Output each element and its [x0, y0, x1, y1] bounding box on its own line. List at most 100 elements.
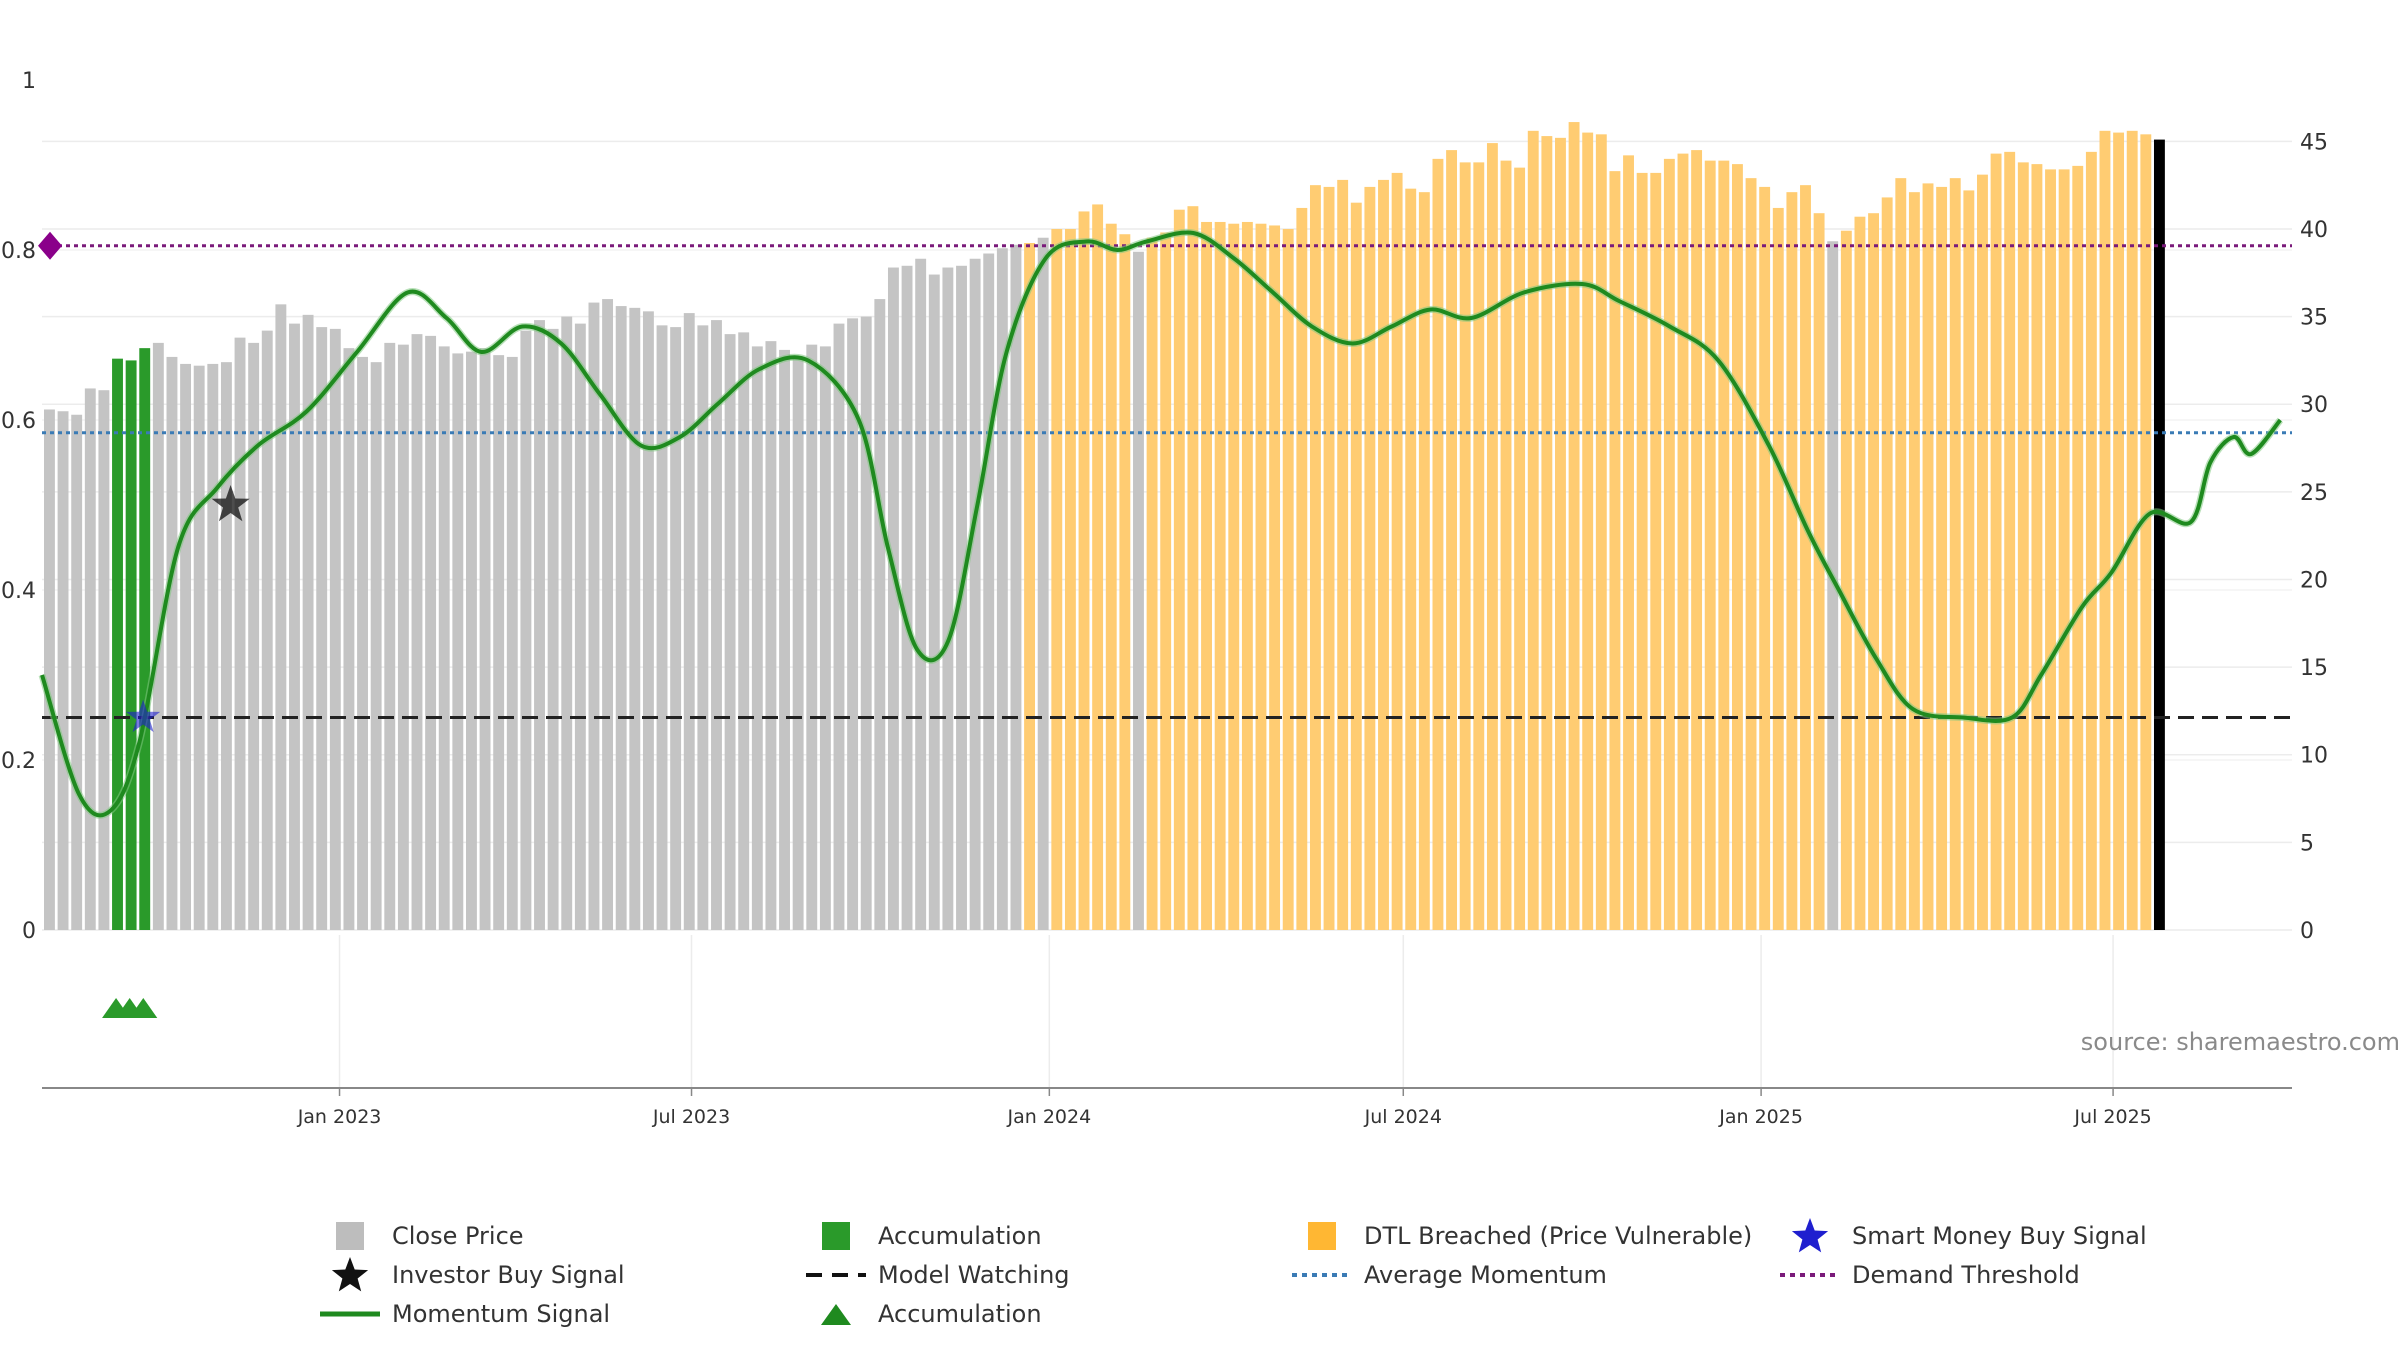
dtl-breached-bar	[1745, 178, 1757, 930]
close-price-bar	[193, 365, 205, 930]
dtl-breached-bar	[2085, 151, 2097, 931]
close-price-bar	[289, 323, 300, 930]
dtl-breached-bar	[1092, 204, 1104, 930]
dtl-breached-bar	[1800, 185, 1811, 930]
dtl-breached-bar	[1078, 211, 1090, 930]
dtl-breached-bar	[1459, 162, 1471, 930]
dtl-breached-bar	[1582, 132, 1594, 930]
close-price-bar	[384, 342, 396, 930]
close-price-bar	[602, 299, 614, 930]
y-left-tick-label: 0.4	[1, 579, 36, 604]
dtl-breached-bar	[1201, 221, 1212, 930]
close-price-bar	[915, 258, 927, 930]
legend-label: Average Momentum	[1364, 1261, 1607, 1289]
legend: Close Price Accumulation DTL Breached (Pri…	[0, 1200, 2400, 1330]
y-left-tick-label: 0	[22, 919, 36, 944]
dtl-breached-bar	[1269, 225, 1281, 930]
close-price-bar	[901, 265, 913, 930]
x-tick-label: Jan 2023	[297, 1106, 382, 1128]
dtl-breached-bar	[1378, 179, 1389, 930]
close-price-bar	[942, 267, 954, 930]
dtl-breached-bar	[1704, 160, 1716, 930]
close-price-bar	[670, 327, 682, 930]
chart: 0 0.2 0.4 0.6 0.8 1 0 5 10 15 20 25 30 35 40 45 Jan 20…	[1, 69, 2400, 1128]
close-price-bar	[220, 362, 232, 930]
close-price-bar	[84, 388, 96, 930]
dtl-breached-bar	[1486, 143, 1498, 931]
dtl-breached-bar	[1473, 162, 1485, 930]
accumulation-bar	[139, 348, 151, 930]
legend-item: Investor Buy Signal	[320, 1257, 625, 1293]
dtl-breached-bar	[1772, 207, 1784, 930]
dtl-breached-bar	[1568, 122, 1580, 930]
dtl-breached-bar	[1691, 150, 1703, 931]
dtl-breached-bar	[1908, 192, 1920, 930]
close-price-bar	[438, 346, 450, 930]
y-left-tick-label: 0.8	[1, 239, 36, 264]
close-price-bar	[275, 304, 287, 931]
close-price-bar	[547, 328, 559, 930]
legend-label: Accumulation	[878, 1300, 1042, 1328]
dtl-breached-bar	[1241, 221, 1253, 930]
dtl-breached-bar	[1337, 179, 1349, 930]
close-price-bar	[833, 323, 845, 930]
dtl-breached-bar	[1541, 136, 1553, 930]
legend-line-icon	[320, 1296, 380, 1332]
dtl-breached-bar	[2099, 130, 2111, 930]
dtl-breached-bar	[1881, 197, 1893, 931]
legend-item: Close Price	[320, 1218, 524, 1254]
close-price-bar	[847, 318, 859, 931]
close-price-bar	[452, 353, 464, 930]
y-right-tick-label: 15	[2300, 656, 2328, 681]
dtl-breached-bar	[1936, 186, 1948, 930]
close-price-bar	[207, 363, 219, 930]
dtl-breached-bar	[1663, 158, 1675, 930]
legend-label: DTL Breached (Price Vulnerable)	[1364, 1222, 1753, 1250]
x-tick-label: Jan 2025	[1718, 1106, 1803, 1128]
dtl-breached-bar	[1868, 213, 1879, 930]
close-price-bar	[697, 325, 709, 930]
dtl-breached-bar	[2031, 164, 2043, 930]
dtl-breached-bar	[1119, 234, 1131, 931]
close-price-bar	[357, 356, 368, 930]
close-price-bar	[996, 248, 1008, 930]
dtl-breached-bar	[2113, 132, 2125, 930]
close-price-bar	[397, 344, 409, 930]
close-price-bar	[860, 316, 872, 931]
legend-item: Momentum Signal	[320, 1296, 610, 1332]
y-left-tick-label: 1	[22, 69, 36, 94]
close-price-bar	[615, 306, 627, 931]
y-axis-right: 0 5 10 15 20 25 30 35 40 45	[2300, 130, 2328, 944]
dtl-breached-bar	[1391, 172, 1403, 930]
dtl-breached-bar	[1718, 160, 1730, 930]
momentum-signal	[38, 228, 2284, 819]
close-price-bar	[493, 355, 505, 930]
dtl-breached-bar	[1432, 158, 1444, 930]
close-price-bar	[479, 348, 491, 930]
close-price-bar	[98, 390, 110, 931]
legend-label: Close Price	[392, 1222, 524, 1250]
close-price-bar	[642, 311, 654, 931]
dtl-breached-bar	[1024, 242, 1036, 931]
dtl-breached-bar	[2004, 151, 2016, 931]
close-price-bar	[520, 330, 532, 930]
dtl-breached-bar	[1051, 228, 1063, 931]
dtl-breached-bar	[1214, 221, 1226, 930]
demand-threshold-marker	[38, 231, 62, 260]
legend-square-icon	[1292, 1218, 1352, 1254]
legend-dot-icon	[1292, 1257, 1352, 1293]
close-price-bar	[711, 320, 722, 931]
legend-item: Demand Threshold	[1780, 1257, 2080, 1293]
dtl-breached-bar	[1418, 192, 1430, 930]
close-price-bar	[302, 314, 314, 931]
y-right-tick-label: 5	[2300, 831, 2314, 856]
x-tick-label: Jul 2023	[652, 1106, 730, 1128]
dtl-breached-bar	[1990, 153, 2002, 931]
smart-money-buy-signal-marker	[126, 699, 161, 733]
close-price-bar	[261, 330, 273, 930]
close-price-bar	[806, 344, 818, 930]
dtl-breached-bar	[1296, 207, 1308, 930]
dtl-breached-bar	[1963, 190, 1975, 930]
x-tick-label: Jul 2025	[2073, 1106, 2151, 1128]
legend-item: Accumulation	[806, 1218, 1042, 1254]
